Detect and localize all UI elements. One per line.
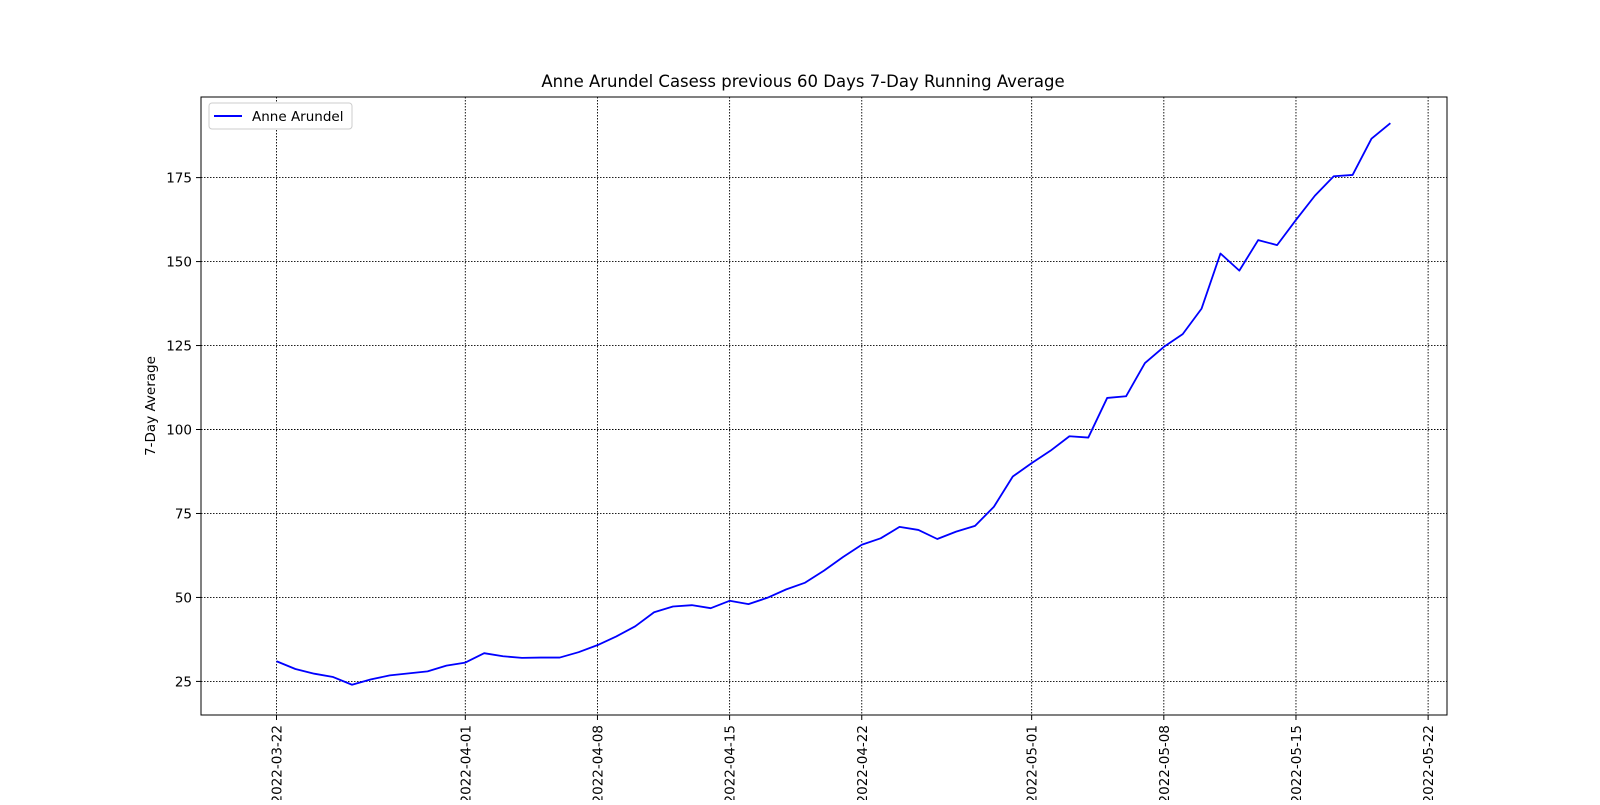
x-tick-label: 2022-05-01 [1025, 725, 1041, 800]
chart-title: Anne Arundel Casess previous 60 Days 7-D… [541, 72, 1064, 91]
y-tick-label: 50 [175, 590, 192, 606]
legend: Anne Arundel [208, 102, 353, 130]
x-tick-label: 2022-04-15 [723, 725, 739, 800]
plot-frame [200, 96, 1448, 716]
x-tick-label: 2022-05-15 [1289, 725, 1305, 800]
legend-entry-label: Anne Arundel [252, 109, 343, 125]
legend-frame [208, 102, 353, 130]
x-tick-label: 2022-04-08 [590, 725, 606, 800]
y-tick-label: 75 [175, 506, 192, 522]
y-tick-label: 175 [166, 171, 192, 187]
y-axis-label: 7-Day Average [143, 356, 159, 456]
x-tick-label: 2022-03-22 [270, 725, 286, 800]
y-tick-label: 100 [166, 423, 192, 439]
axes: 25 50 75 100 125 150 175 2022-03-22 2022-04-01 20… [166, 96, 1448, 803]
series-line [276, 122, 1391, 686]
x-tick-label: 2022-05-22 [1421, 725, 1437, 800]
x-tick-label: 2022-05-08 [1157, 725, 1173, 800]
series-layer [276, 122, 1391, 686]
y-tick-label: 25 [175, 674, 192, 690]
y-tick-label: 150 [166, 255, 192, 271]
x-tick-label: 2022-04-01 [458, 725, 474, 800]
x-tick-label: 2022-04-22 [855, 725, 871, 800]
grid-lines [201, 97, 1447, 715]
y-tick-label: 125 [166, 339, 192, 355]
